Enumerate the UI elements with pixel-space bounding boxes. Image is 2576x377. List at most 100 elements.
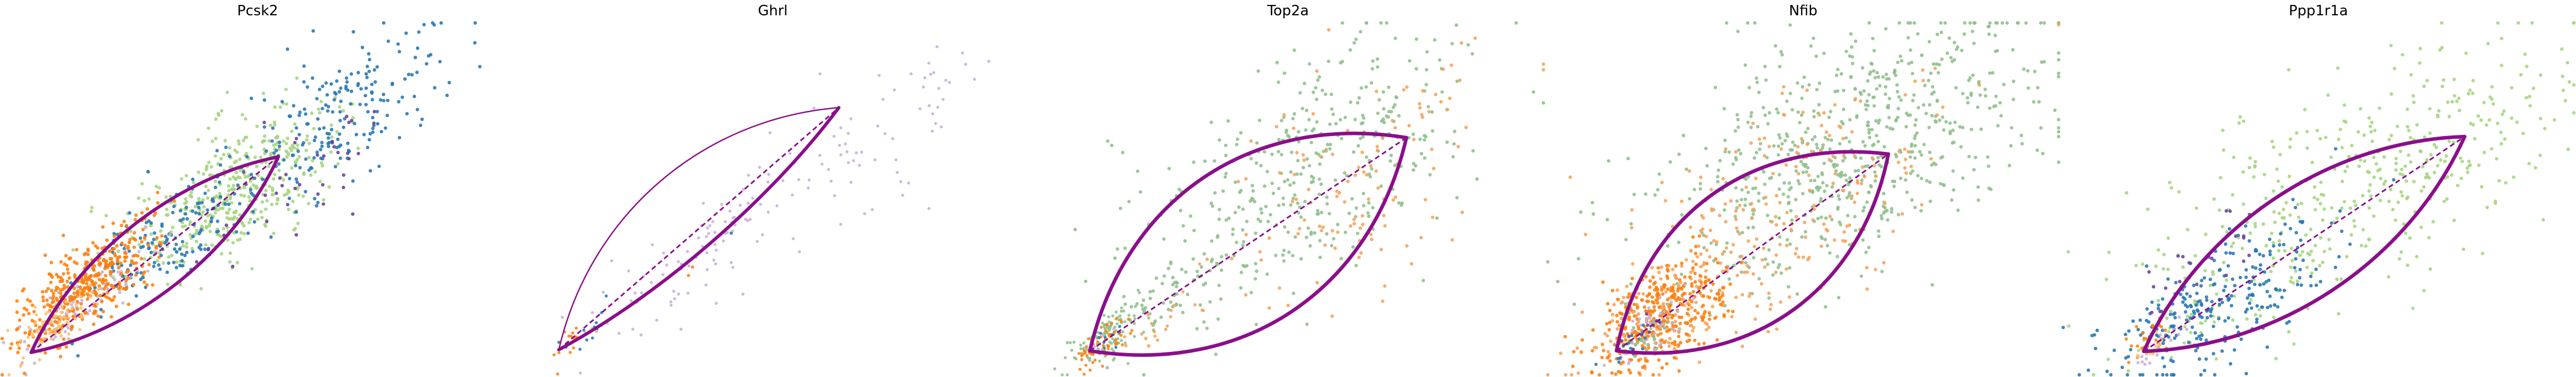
point <box>1180 267 1184 272</box>
point <box>2468 88 2472 92</box>
point <box>1862 89 1866 93</box>
point <box>1135 302 1139 306</box>
point <box>1755 76 1758 80</box>
point <box>1698 274 1702 278</box>
point <box>1746 21 1750 25</box>
point <box>253 176 257 180</box>
point <box>1693 309 1697 313</box>
point <box>293 160 297 164</box>
point <box>2342 119 2346 123</box>
point <box>2173 311 2177 315</box>
point <box>1785 132 1788 136</box>
point <box>2172 324 2176 328</box>
point <box>90 279 94 284</box>
point <box>1065 341 1069 344</box>
point <box>183 197 188 201</box>
point <box>1546 260 1550 264</box>
point <box>1336 230 1340 234</box>
point <box>309 173 313 177</box>
point <box>1672 346 1677 351</box>
point <box>751 197 754 200</box>
point <box>320 107 324 110</box>
point <box>211 197 214 201</box>
point <box>1304 108 1309 113</box>
point <box>1451 155 1455 159</box>
point <box>0 373 4 377</box>
point <box>351 116 355 120</box>
point <box>1217 284 1221 287</box>
point <box>1060 373 1064 376</box>
point <box>371 126 375 131</box>
point <box>56 326 59 329</box>
point <box>1709 187 1713 192</box>
point <box>2124 332 2127 337</box>
point <box>2279 232 2282 236</box>
point <box>86 297 90 301</box>
point <box>1606 302 1610 305</box>
point <box>2106 357 2110 361</box>
point <box>1688 298 1692 302</box>
point <box>1120 151 1125 155</box>
point <box>1701 294 1706 298</box>
point <box>197 232 201 235</box>
point <box>342 185 345 190</box>
point <box>1231 232 1235 237</box>
point <box>128 238 132 241</box>
point <box>1636 305 1639 309</box>
point <box>260 200 264 204</box>
point <box>349 90 354 93</box>
point <box>1202 252 1206 256</box>
point <box>1591 328 1595 332</box>
point <box>1079 347 1083 351</box>
point <box>278 176 282 180</box>
point <box>372 121 376 125</box>
point <box>1679 341 1683 345</box>
point <box>1531 90 1536 94</box>
point <box>1831 181 1835 185</box>
point <box>210 220 213 223</box>
point <box>79 306 83 310</box>
point <box>2525 64 2529 68</box>
point <box>1198 303 1202 307</box>
point <box>1791 140 1795 144</box>
point <box>1812 179 1817 182</box>
point <box>272 231 276 235</box>
point <box>2161 267 2166 271</box>
point <box>2290 258 2294 262</box>
point <box>2377 106 2382 110</box>
point <box>1324 148 1328 151</box>
point <box>1577 257 1581 261</box>
point <box>1459 41 1463 45</box>
point <box>2220 349 2224 353</box>
point <box>2035 148 2040 152</box>
point <box>2197 357 2202 361</box>
point <box>1718 288 1721 292</box>
point <box>1731 310 1735 314</box>
point <box>2196 300 2200 304</box>
point <box>585 338 588 341</box>
point <box>104 274 108 278</box>
point <box>2401 173 2405 177</box>
point <box>1819 197 1823 201</box>
point <box>1096 347 1100 351</box>
point <box>2271 244 2276 248</box>
point <box>2407 128 2411 133</box>
point <box>1903 166 1907 170</box>
point <box>2161 356 2164 360</box>
point <box>1793 252 1798 256</box>
point <box>2372 156 2376 160</box>
point <box>1362 204 1365 208</box>
point <box>312 156 316 160</box>
point <box>2471 79 2475 83</box>
point <box>1708 317 1712 321</box>
point <box>2528 104 2532 108</box>
point <box>2289 276 2293 280</box>
point <box>67 315 70 319</box>
point <box>1893 179 1897 184</box>
point <box>1112 357 1116 360</box>
point <box>65 267 70 271</box>
point <box>64 300 68 304</box>
point <box>1785 238 1790 242</box>
point <box>1954 47 1959 51</box>
point <box>1113 256 1117 260</box>
